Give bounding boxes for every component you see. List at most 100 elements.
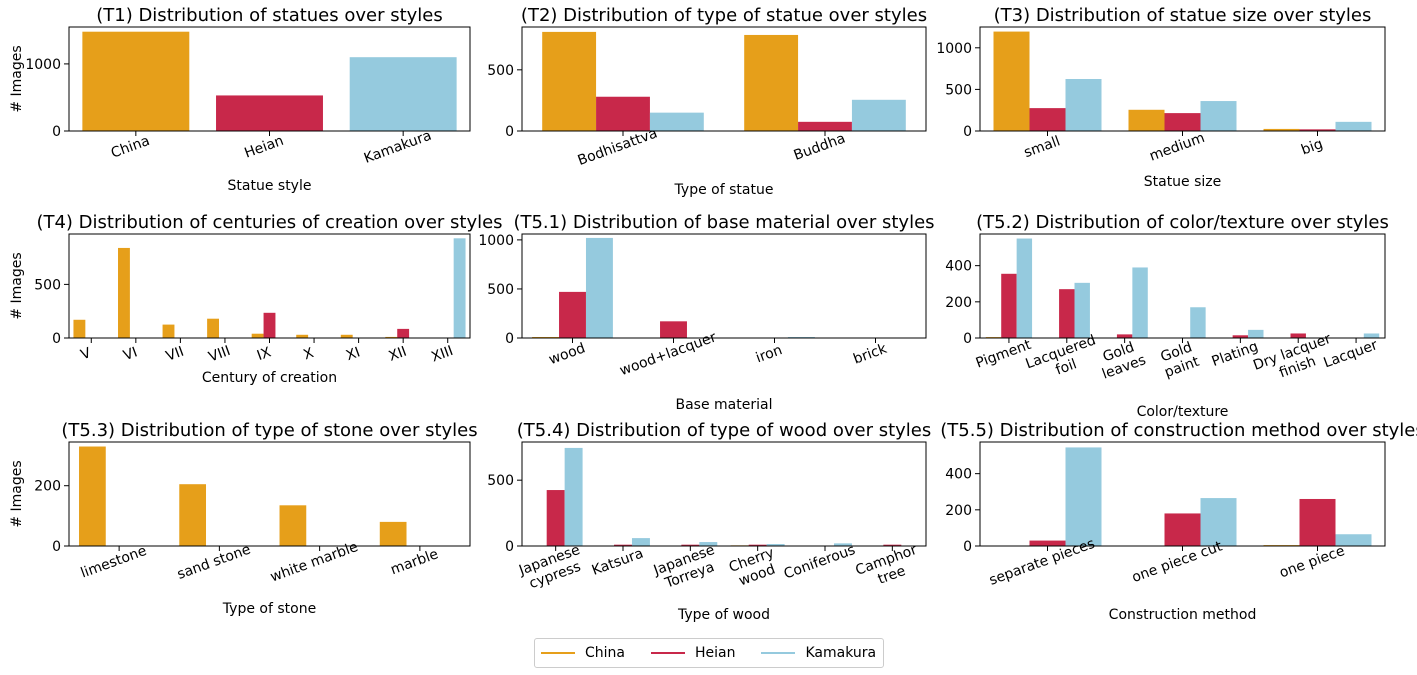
ytick-label-7-0: 0 bbox=[505, 539, 514, 555]
xaxis-label-0: Statue style bbox=[228, 178, 312, 194]
bar-7-1-3 bbox=[748, 544, 767, 546]
plot-frame-4 bbox=[521, 233, 927, 339]
bar-2-0-0 bbox=[993, 31, 1030, 131]
xaxis-label-1: Type of statue bbox=[674, 182, 774, 198]
bar-3-0-7 bbox=[385, 336, 398, 338]
bar-2-2-1 bbox=[1200, 101, 1237, 131]
bar-8-1-1 bbox=[1164, 513, 1201, 546]
bar-3-0-5 bbox=[296, 334, 309, 338]
ytick-label-8-0: 0 bbox=[963, 539, 972, 555]
bar-7-2-2 bbox=[699, 542, 718, 546]
chart-legend: China Heian Kamakura bbox=[534, 638, 884, 668]
xtick-label-2-0: small bbox=[1022, 133, 1063, 161]
xtick-label-7-5: Camphortree bbox=[853, 542, 924, 594]
bar-1-0-0 bbox=[542, 31, 597, 131]
xtick-label-2-2: big bbox=[1299, 136, 1325, 158]
xtick-label-8-2: one piece bbox=[1277, 543, 1347, 581]
bar-6-0-3 bbox=[379, 521, 407, 546]
bar-1-2-1 bbox=[851, 99, 906, 131]
bar-5-1-5 bbox=[1290, 333, 1306, 338]
ytick-label-5-0: 0 bbox=[963, 331, 972, 347]
bar-2-0-1 bbox=[1128, 109, 1165, 131]
yaxis-label-6: # Images bbox=[9, 460, 25, 527]
bar-3-0-1 bbox=[118, 247, 130, 338]
bar-4-2-0 bbox=[585, 237, 613, 338]
chart-title-4: (T5.1) Distribution of base material ove… bbox=[513, 212, 934, 233]
bar-5-1-2 bbox=[1116, 334, 1133, 338]
bar-2-1-1 bbox=[1164, 113, 1201, 131]
xtick-label-3-4: IX bbox=[255, 344, 274, 364]
bar-6-0-0 bbox=[79, 446, 106, 546]
chart-title-3: (T4) Distribution of centuries of creati… bbox=[36, 212, 502, 233]
bar-5-2-2 bbox=[1132, 267, 1148, 338]
bar-3-1-7 bbox=[397, 328, 410, 338]
bar-3-0-3 bbox=[207, 318, 220, 338]
plot-frame-5 bbox=[979, 233, 1386, 339]
xtick-label-7-0: Japanesecypress bbox=[516, 542, 588, 594]
bar-8-2-0 bbox=[1065, 447, 1102, 546]
xtick-label-3-3: VIII bbox=[207, 343, 233, 366]
plot-frame-6 bbox=[68, 441, 471, 547]
bar-5-2-3 bbox=[1190, 307, 1206, 338]
xtick-label-4-3: brick bbox=[851, 341, 890, 368]
bar-3-0-4 bbox=[251, 333, 264, 338]
legend-label-kamakura: Kamakura bbox=[805, 645, 877, 661]
chart-title-5: (T5.2) Distribution of color/texture ove… bbox=[976, 212, 1389, 233]
legend-label-heian: Heian bbox=[695, 645, 736, 661]
yaxis-label-3: # Images bbox=[9, 252, 25, 319]
legend-swatch-china bbox=[541, 652, 575, 654]
ytick-label-4-1: 500 bbox=[487, 282, 514, 298]
bar-1-2-0 bbox=[649, 112, 704, 131]
bar-0-0-1 bbox=[216, 95, 323, 131]
ytick-label-3-0: 0 bbox=[52, 331, 61, 347]
xtick-label-7-3: Cherrywood bbox=[727, 545, 782, 591]
plot-frame-1 bbox=[521, 26, 927, 132]
xtick-label-6-1: sand stone bbox=[175, 542, 253, 583]
xtick-label-7-2: JapaneseTorreya bbox=[651, 542, 723, 594]
bar-1-0-1 bbox=[744, 34, 799, 131]
bar-5-2-0 bbox=[1016, 238, 1033, 338]
legend-label-china: China bbox=[585, 645, 625, 661]
bar-7-2-3 bbox=[766, 544, 785, 546]
bar-7-1-2 bbox=[681, 544, 700, 546]
bar-1-1-0 bbox=[596, 96, 650, 131]
ytick-label-2-2: 1000 bbox=[936, 41, 972, 57]
ytick-label-8-2: 400 bbox=[945, 467, 972, 483]
xtick-label-3-6: XI bbox=[344, 344, 362, 364]
chart-title-0: (T1) Distribution of statues over styles bbox=[96, 5, 443, 26]
xtick-label-7-1: Katsura bbox=[590, 546, 646, 579]
bar-1-1-1 bbox=[798, 121, 852, 131]
xtick-label-7-4: Coniferous bbox=[782, 542, 858, 583]
xtick-label-3-5: X bbox=[301, 345, 316, 363]
ytick-label-3-1: 500 bbox=[34, 277, 61, 293]
bar-5-1-1 bbox=[1059, 289, 1075, 338]
bar-2-1-2 bbox=[1299, 129, 1336, 131]
bar-5-1-4 bbox=[1232, 335, 1249, 338]
chart-title-7: (T5.4) Distribution of type of wood over… bbox=[517, 420, 932, 441]
xaxis-label-7: Type of wood bbox=[677, 607, 770, 623]
ytick-label-0-1: 1000 bbox=[25, 57, 61, 73]
bar-7-2-1 bbox=[631, 538, 650, 546]
bar-5-2-1 bbox=[1074, 282, 1090, 338]
xtick-label-0-0: China bbox=[109, 133, 152, 162]
bar-0-0-2 bbox=[349, 57, 457, 131]
plot-frame-7 bbox=[521, 441, 927, 547]
bar-8-2-1 bbox=[1200, 498, 1237, 546]
ytick-label-1-1: 500 bbox=[487, 63, 514, 79]
bar-6-0-1 bbox=[179, 484, 207, 546]
xtick-label-1-0: Bodhisattva bbox=[576, 125, 660, 169]
bar-7-2-0 bbox=[564, 447, 583, 546]
xtick-label-0-2: Kamakura bbox=[362, 128, 434, 167]
bar-0-0-0 bbox=[82, 31, 190, 131]
bar-2-1-0 bbox=[1029, 108, 1066, 131]
chart-title-1: (T2) Distribution of type of statue over… bbox=[521, 5, 927, 26]
bar-8-1-2 bbox=[1299, 498, 1336, 546]
xaxis-label-6: Type of stone bbox=[222, 601, 316, 617]
xaxis-label-3: Century of creation bbox=[202, 370, 337, 386]
xtick-label-3-7: XII bbox=[387, 344, 409, 365]
xtick-label-3-8: XIII bbox=[429, 343, 455, 366]
bar-8-1-0 bbox=[1029, 540, 1066, 546]
xaxis-label-5: Color/texture bbox=[1137, 404, 1229, 420]
xtick-label-2-1: medium bbox=[1147, 130, 1207, 165]
bar-4-1-1 bbox=[660, 321, 687, 338]
